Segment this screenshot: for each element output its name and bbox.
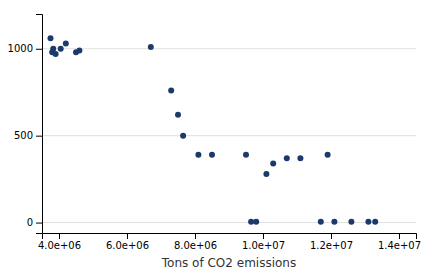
point [263, 171, 269, 177]
x-tick: 1.0e+07 [242, 233, 285, 251]
x-tick: 1.4e+07 [378, 233, 421, 251]
grid-line [42, 135, 416, 136]
point [365, 219, 371, 225]
x-axis: 4.0e+06 6.0e+06 8.0e+06 1.0e+07 1.2e+07 1.4e+… [38, 233, 421, 251]
chart: 4.0e+06 6.0e+06 8.0e+06 1.0e+07 1.2e+07 1.4e+… [0, 0, 432, 275]
point [175, 112, 181, 118]
points [48, 35, 379, 224]
x-tick-mark [263, 233, 264, 239]
point [180, 133, 186, 139]
x-tick-label: 8.0e+06 [174, 240, 217, 251]
grid-line [42, 222, 416, 223]
x-tick-label: 6.0e+06 [106, 240, 149, 251]
point [209, 152, 215, 158]
x-tick-mark [331, 233, 332, 239]
point [243, 152, 249, 158]
point [58, 46, 64, 52]
x-tick-mark [399, 233, 400, 239]
point [48, 35, 54, 41]
x-tick-mark [195, 233, 196, 239]
x-axis-line [43, 234, 417, 240]
y-tick: 1000 [8, 43, 42, 54]
x-tick-label: 1.4e+07 [378, 240, 421, 251]
x-tick-mark [127, 233, 128, 239]
point [53, 51, 59, 57]
y-tick-mark [36, 223, 42, 224]
x-tick: 1.2e+07 [310, 233, 353, 251]
x-tick-label: 1.0e+07 [242, 240, 285, 251]
point [372, 219, 378, 225]
point [318, 219, 324, 225]
y-tick-label: 0 [27, 217, 33, 228]
y-axis: 0 500 1000 [8, 15, 43, 234]
point [168, 87, 174, 93]
y-tick-label: 500 [14, 130, 33, 141]
x-tick: 6.0e+06 [106, 233, 149, 251]
grid [42, 49, 416, 223]
y-tick: 500 [14, 130, 42, 141]
x-tick-mark [59, 233, 60, 239]
x-tick: 4.0e+06 [38, 233, 81, 251]
y-axis-line [36, 15, 43, 234]
x-axis-title: Tons of CO2 emissions [161, 256, 296, 270]
y-tick-label: 1000 [8, 43, 33, 54]
point [325, 152, 331, 158]
y-tick: 0 [27, 217, 42, 228]
point [253, 219, 259, 225]
point [50, 46, 56, 52]
x-tick-label: 4.0e+06 [38, 240, 81, 251]
point [63, 41, 69, 47]
plot: 4.0e+06 6.0e+06 8.0e+06 1.0e+07 1.2e+07 1.4e+… [8, 15, 422, 252]
point [348, 219, 354, 225]
point [195, 152, 201, 158]
point [148, 44, 154, 50]
x-tick: 8.0e+06 [174, 233, 217, 251]
point [297, 155, 303, 161]
y-tick-mark [36, 49, 42, 50]
y-tick-mark [36, 136, 42, 137]
point [284, 155, 290, 161]
grid-line [42, 48, 416, 49]
x-tick-label: 1.2e+07 [310, 240, 353, 251]
point [76, 48, 82, 54]
point [270, 160, 276, 166]
point [331, 219, 337, 225]
